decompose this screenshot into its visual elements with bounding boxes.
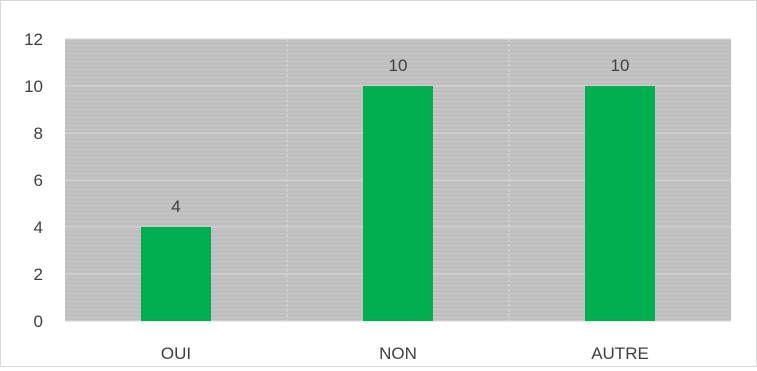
y-tick-label: 10 [24,77,43,96]
data-label: 10 [389,56,408,75]
x-tick-label: AUTRE [591,344,649,363]
y-tick-label: 6 [34,171,43,190]
data-labels: 4 10 10 [171,56,629,216]
y-axis: 0 2 4 6 8 10 12 [24,30,43,331]
y-tick-label: 12 [24,30,43,49]
y-tick-label: 4 [34,218,43,237]
data-label: 10 [611,56,630,75]
data-label: 4 [171,197,180,216]
x-axis: OUI NON AUTRE [161,344,649,363]
y-tick-label: 8 [34,124,43,143]
y-tick-label: 0 [34,312,43,331]
bar-oui [141,227,211,321]
y-tick-label: 2 [34,265,43,284]
category-dividers [286,39,510,321]
x-tick-label: NON [379,344,417,363]
bar-autre [585,86,655,321]
bar-non [363,86,433,321]
x-tick-label: OUI [161,344,191,363]
bars [141,86,655,321]
